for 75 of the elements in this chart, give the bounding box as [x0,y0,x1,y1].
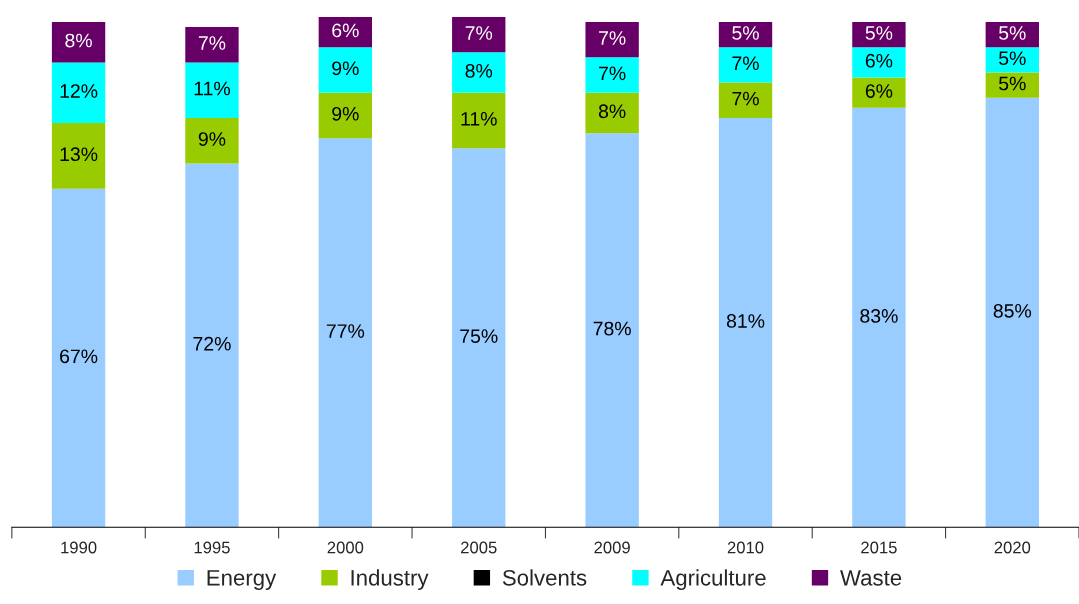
data-label: 6% [332,23,359,38]
bar [585,21,639,58]
data-label: 77% [326,324,365,338]
data-label: 7% [732,91,759,106]
bar [318,138,373,528]
bar [585,57,639,93]
data-label: 7% [465,26,493,40]
bar [185,62,239,118]
data-label: 83% [860,309,898,323]
x-tick-label: 1990 [61,541,97,554]
bar [318,47,373,93]
bar [51,188,106,528]
bar [51,62,106,124]
bar [51,123,106,189]
bar [585,92,639,134]
bar [718,117,773,528]
bar [452,148,506,528]
data-label: 5% [732,26,759,40]
x-tick-label: 2000 [327,541,364,554]
data-label: 5% [999,51,1026,66]
data-label: 7% [599,66,626,81]
data-label: 72% [193,336,231,351]
bar [185,163,239,528]
bar [585,133,639,528]
legend-label: Agriculture [660,569,766,591]
legend-label: Waste [840,570,902,586]
data-label: 75% [460,329,498,344]
data-label: 5% [999,76,1026,91]
x-tick-label: 1995 [194,541,230,554]
bar [185,117,239,164]
legend-label: Industry [351,569,429,591]
data-label: 8% [465,63,493,78]
data-label: 9% [332,106,359,121]
data-label: 13% [60,147,98,162]
x-tick-label: 2009 [594,541,630,554]
data-label: 85% [993,303,1032,318]
bar [185,27,239,63]
data-label: 11% [194,81,231,96]
data-label: 7% [198,36,226,50]
bar [985,47,1039,73]
bar [852,47,906,78]
data-label: 67% [60,349,98,364]
data-label: 5% [999,26,1026,40]
legend-label: Energy [207,570,277,591]
bar [318,92,373,139]
x-tick-label: 2005 [461,541,497,554]
bar [51,21,106,63]
bar [452,16,506,53]
data-label: 9% [332,61,359,76]
bar [985,72,1039,98]
bar [718,82,773,118]
data-label: 81% [726,314,765,328]
bar [852,21,906,48]
data-label: 7% [599,31,626,45]
bar [985,97,1039,528]
bar [452,92,506,149]
data-label: 12% [60,84,98,98]
bar [718,47,773,83]
x-tick-label: 2015 [861,541,897,554]
data-label: 6% [865,84,893,98]
data-label: 8% [598,104,626,119]
data-label: 8% [65,33,92,48]
data-label: 11% [461,112,497,126]
data-label: 5% [865,26,893,40]
data-label: 78% [593,321,631,336]
bar [452,52,506,93]
data-label: 6% [865,53,893,68]
legend-label: Solvents [502,569,587,586]
bar [852,107,906,528]
data-label: 7% [732,56,759,71]
bar [852,77,906,108]
x-tick-label: 2020 [994,541,1031,554]
x-tick-label: 2010 [727,541,764,554]
data-label: 9% [198,132,226,146]
bar [318,16,373,48]
